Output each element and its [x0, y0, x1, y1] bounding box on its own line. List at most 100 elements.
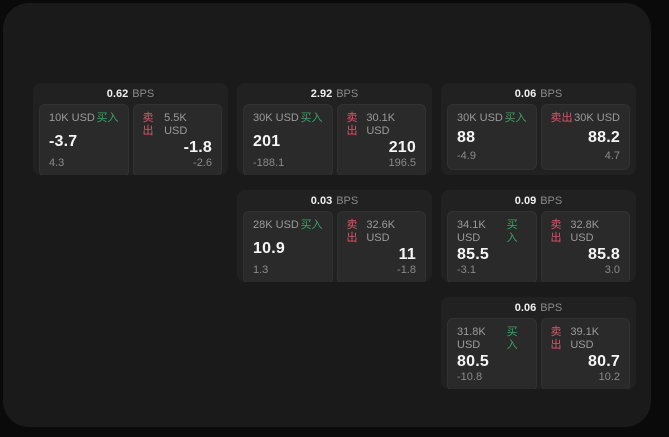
bps-header: 0.06 BPS [441, 297, 636, 318]
buy-delta: -3.1 [457, 264, 476, 276]
sell-panel-top: 卖出 5.5K USD [143, 112, 213, 138]
buy-label: 买入 [96, 112, 119, 124]
bps-unit-label: BPS [132, 87, 155, 100]
sell-label: 卖出 [142, 112, 154, 137]
bps-header: 2.92 BPS [237, 83, 432, 104]
sell-price: 210 [388, 139, 416, 156]
sell-panel-top: 卖出 30K USD [551, 112, 621, 125]
buy-panel[interactable]: 28K USD 买入 10.9 1.3 [243, 211, 333, 282]
sell-panel-top: 卖出 32.6K USD [347, 219, 417, 245]
buy-panel-top: 31.8K USD 买入 [457, 326, 527, 352]
bps-header: 0.03 BPS [237, 190, 432, 211]
buy-panel-top: 28K USD 买入 [253, 219, 323, 232]
sell-label: 卖出 [550, 219, 562, 244]
buy-panel[interactable]: 10K USD 买入 -3.7 4.3 [39, 104, 129, 175]
sell-panel[interactable]: 卖出 32.8K USD 85.8 3.0 [540, 211, 630, 282]
sell-amount: 39.1K USD [570, 326, 600, 351]
sell-panel[interactable]: 卖出 5.5K USD -1.8 -2.6 [132, 104, 222, 175]
buy-label: 买入 [506, 326, 518, 351]
buy-sell-panels: 28K USD 买入 10.9 1.3 卖出 32.6K USD 11 -1.8 [237, 211, 432, 282]
buy-label: 买入 [504, 112, 527, 124]
buy-label: 买入 [300, 219, 323, 231]
sell-label: 卖出 [346, 219, 358, 244]
buy-delta: -188.1 [253, 157, 285, 169]
bps-unit-label: BPS [336, 194, 359, 207]
sell-delta: 196.5 [388, 157, 416, 169]
sell-price: 88.2 [588, 129, 620, 146]
sell-price: 80.7 [588, 353, 620, 370]
buy-delta: 1.3 [253, 264, 269, 276]
buy-amount: 30K USD [253, 112, 299, 124]
bps-unit-label: BPS [540, 87, 563, 100]
quote-card: 0.06 BPS 30K USD 买入 88 -4.9 卖出 30K USD [441, 83, 636, 175]
sell-delta: -1.8 [397, 264, 416, 276]
buy-price: 88 [457, 129, 476, 146]
sell-amount: 30K USD [574, 112, 620, 124]
buy-amount: 31.8K USD [457, 326, 486, 351]
sell-amount: 32.6K USD [366, 219, 396, 244]
buy-price: 85.5 [457, 246, 489, 263]
bps-unit-label: BPS [540, 301, 563, 314]
sell-panel-top: 卖出 39.1K USD [551, 326, 621, 352]
bps-header: 0.62 BPS [33, 83, 228, 104]
buy-price: 80.5 [457, 353, 489, 370]
sell-panel[interactable]: 卖出 30K USD 88.2 4.7 [540, 104, 630, 170]
sell-panel-top: 卖出 32.8K USD [551, 219, 621, 245]
sell-price: 11 [398, 246, 416, 263]
sell-delta: -2.6 [193, 157, 212, 169]
bps-header: 0.09 BPS [441, 190, 636, 211]
buy-sell-panels: 30K USD 买入 201 -188.1 卖出 30.1K USD 210 1… [237, 104, 432, 175]
sell-amount: 30.1K USD [366, 112, 396, 137]
quote-card: 0.03 BPS 28K USD 买入 10.9 1.3 卖出 32.6K US… [237, 190, 432, 282]
buy-panel-top: 10K USD 买入 [49, 112, 119, 125]
quote-card: 2.92 BPS 30K USD 买入 201 -188.1 卖出 30.1K … [237, 83, 432, 175]
buy-price: 201 [253, 132, 281, 150]
sell-label: 卖出 [550, 112, 573, 124]
buy-panel-top: 30K USD 买入 [457, 112, 527, 125]
buy-delta: 4.3 [49, 157, 65, 169]
buy-panel-top: 34.1K USD 买入 [457, 219, 527, 245]
sell-delta: 4.7 [604, 150, 620, 162]
sell-panel[interactable]: 卖出 32.6K USD 11 -1.8 [336, 211, 426, 282]
bps-header: 0.06 BPS [441, 83, 636, 104]
sell-panel[interactable]: 卖出 39.1K USD 80.7 10.2 [540, 318, 630, 389]
bps-value: 0.09 [514, 194, 537, 207]
buy-panel-top: 30K USD 买入 [253, 112, 323, 125]
buy-sell-panels: 34.1K USD 买入 85.5 -3.1 卖出 32.8K USD 85.8… [441, 211, 636, 282]
buy-amount: 34.1K USD [457, 219, 486, 244]
sell-delta: 3.0 [604, 264, 620, 276]
quote-card: 0.62 BPS 10K USD 买入 -3.7 4.3 卖出 5.5K USD [33, 83, 228, 175]
bps-value: 0.03 [310, 194, 333, 207]
sell-panel[interactable]: 卖出 30.1K USD 210 196.5 [336, 104, 426, 175]
buy-label: 买入 [300, 112, 323, 124]
buy-sell-panels: 30K USD 买入 88 -4.9 卖出 30K USD 88.2 4.7 [441, 104, 636, 175]
buy-delta: -4.9 [457, 150, 476, 162]
buy-amount: 28K USD [253, 219, 299, 231]
buy-sell-panels: 31.8K USD 买入 80.5 -10.8 卖出 39.1K USD 80.… [441, 318, 636, 389]
buy-amount: 10K USD [49, 112, 95, 124]
sell-price: -1.8 [183, 139, 212, 156]
buy-amount: 30K USD [457, 112, 503, 124]
bps-value: 0.06 [514, 87, 537, 100]
quote-card: 0.09 BPS 34.1K USD 买入 85.5 -3.1 卖出 32.8K… [441, 190, 636, 282]
buy-panel[interactable]: 34.1K USD 买入 85.5 -3.1 [447, 211, 537, 282]
bps-value: 0.06 [514, 301, 537, 314]
buy-panel[interactable]: 30K USD 买入 201 -188.1 [243, 104, 333, 175]
quote-card: 0.06 BPS 31.8K USD 买入 80.5 -10.8 卖出 39.1… [441, 297, 636, 389]
sell-amount: 32.8K USD [570, 219, 600, 244]
app-window: 0.62 BPS 10K USD 买入 -3.7 4.3 卖出 5.5K USD [3, 3, 651, 427]
buy-panel[interactable]: 30K USD 买入 88 -4.9 [447, 104, 537, 170]
buy-price: -3.7 [49, 132, 78, 150]
sell-price: 85.8 [588, 246, 620, 263]
bps-unit-label: BPS [540, 194, 563, 207]
sell-delta: 10.2 [598, 371, 620, 383]
buy-sell-panels: 10K USD 买入 -3.7 4.3 卖出 5.5K USD -1.8 -2.… [33, 104, 228, 175]
sell-panel-top: 卖出 30.1K USD [347, 112, 417, 138]
bps-unit-label: BPS [336, 87, 359, 100]
sell-label: 卖出 [346, 112, 358, 137]
bps-value: 0.62 [106, 87, 129, 100]
sell-amount: 5.5K USD [164, 112, 188, 137]
buy-delta: -10.8 [457, 371, 483, 383]
sell-label: 卖出 [550, 326, 562, 351]
buy-panel[interactable]: 31.8K USD 买入 80.5 -10.8 [447, 318, 537, 389]
